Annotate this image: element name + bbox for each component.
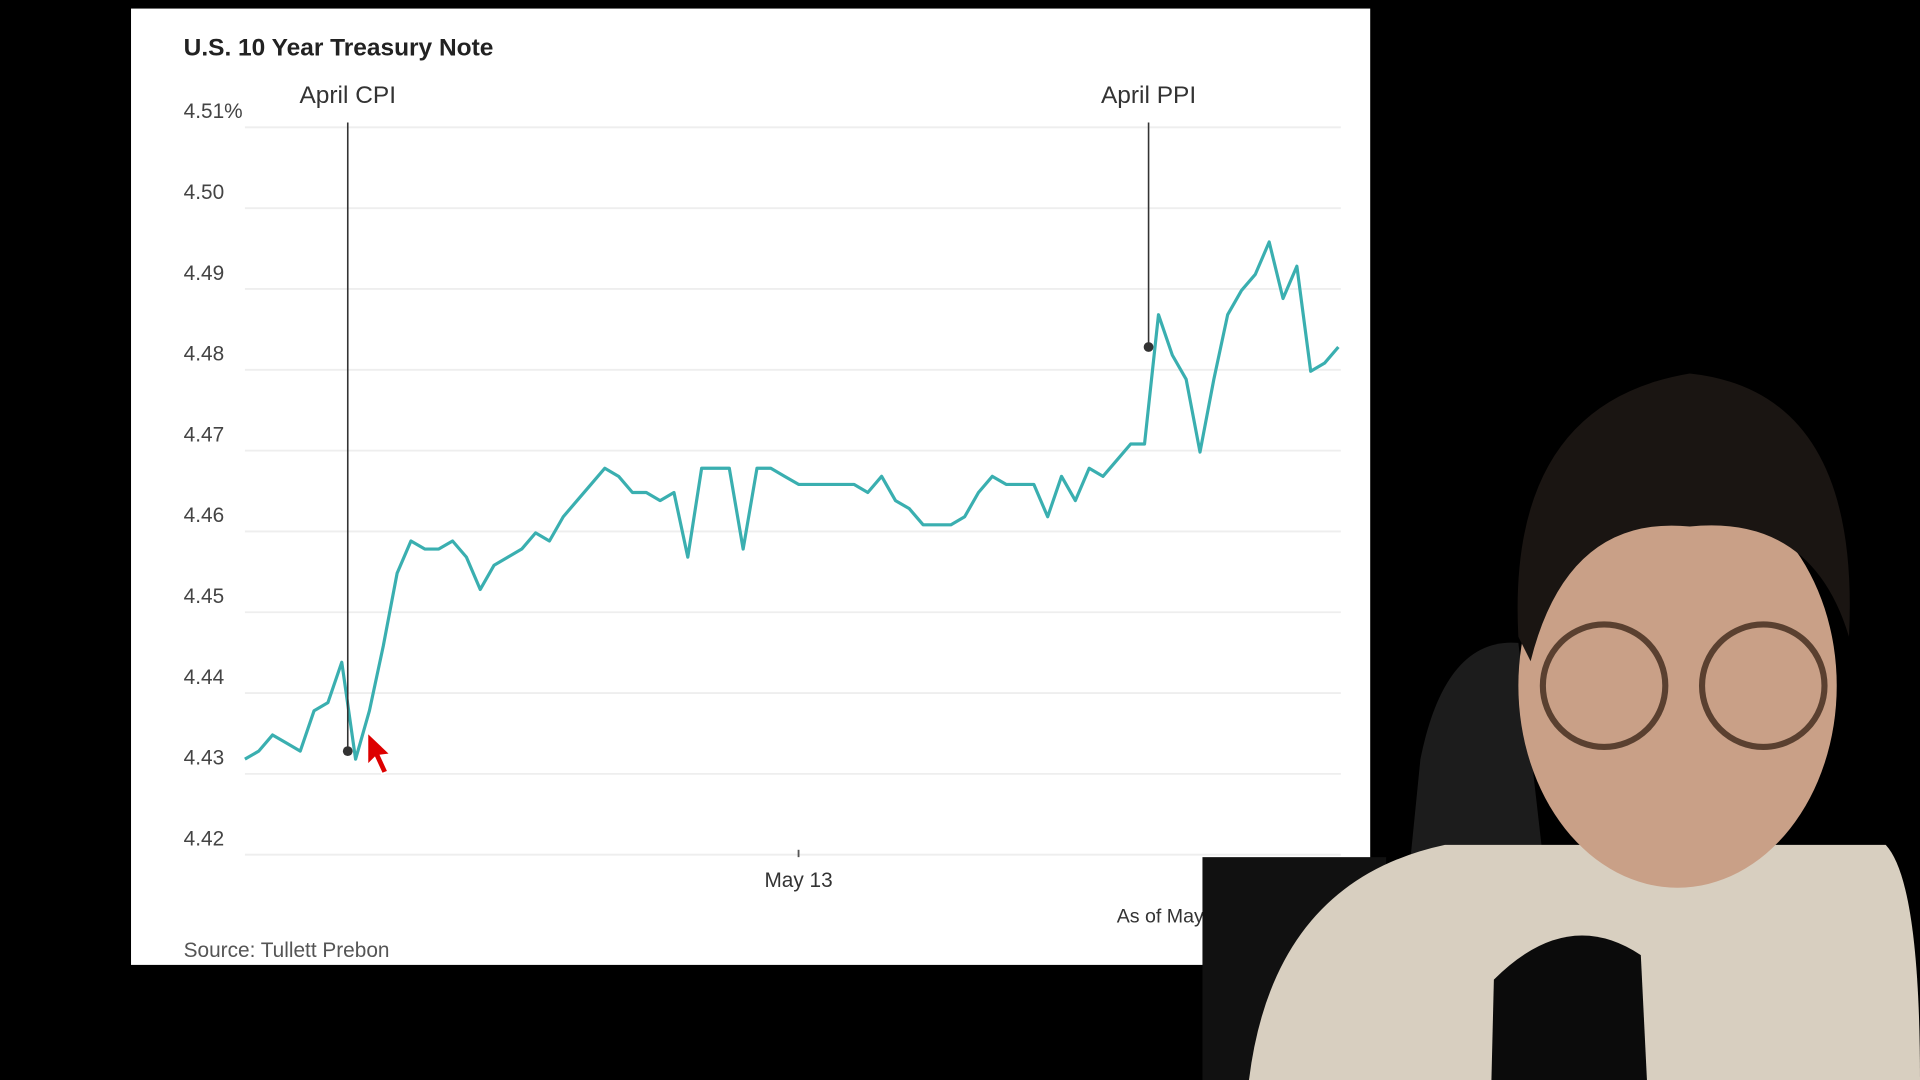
y-tick-label: 4.50 (184, 181, 224, 204)
annotation-label: April PPI (1101, 82, 1196, 109)
annotation-dot (1143, 342, 1154, 352)
cursor (366, 730, 393, 776)
microphone (1491, 935, 1647, 1080)
y-tick-label: 4.44 (184, 666, 224, 689)
y-tick-label: 4.49 (184, 262, 224, 285)
y-tick-label: 4.46 (184, 504, 224, 527)
annotation-label: April CPI (299, 82, 396, 109)
y-tick-label: 4.48 (184, 343, 224, 366)
glasses-left (1539, 621, 1669, 750)
presenter (1202, 373, 1920, 1080)
chart-panel (131, 8, 1371, 965)
chart-title: U.S. 10 Year Treasury Note (184, 34, 494, 61)
annotation-dot (342, 746, 353, 756)
x-tick-label: May 13 (764, 869, 832, 892)
plot: 4.42 4.43 4.44 4.45 4.46 4.47 4.48 4.49 4.50 4.51… (184, 82, 1341, 892)
source: Source: Tullett Prebon (184, 939, 390, 962)
glasses-right (1698, 621, 1828, 750)
y-tick-label: 4.47 (184, 423, 224, 446)
hair (1517, 373, 1850, 662)
line-series (244, 240, 1340, 761)
y-tick-label: 4.45 (184, 585, 224, 608)
y-tick-label: 4.42 (184, 828, 224, 851)
chair (1408, 642, 1543, 882)
face (1518, 483, 1837, 888)
y-tick-label: 4.43 (184, 747, 224, 770)
y-tick-label: 4.51% (184, 100, 243, 123)
